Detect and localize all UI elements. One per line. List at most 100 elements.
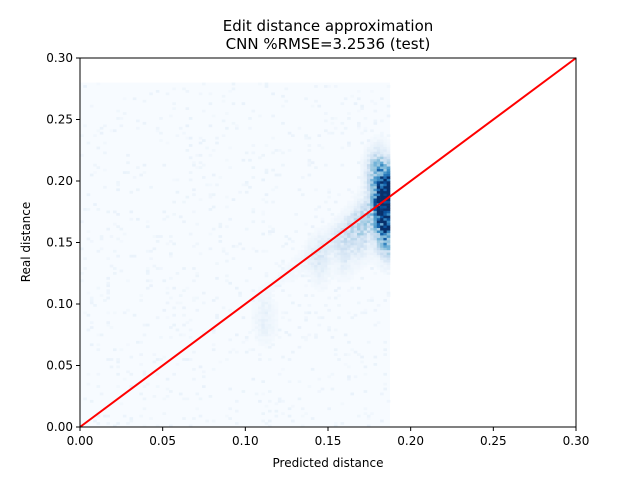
heatmap-cell: [343, 274, 348, 278]
heatmap-cell: [353, 195, 358, 199]
heatmap-cell: [287, 274, 292, 278]
heatmap-cell: [221, 249, 226, 253]
heatmap-cell: [376, 141, 381, 145]
heatmap-cell: [383, 193, 387, 197]
heatmap-cell: [310, 254, 315, 258]
heatmap-cell: [383, 240, 387, 243]
heatmap-cell: [370, 257, 374, 261]
heatmap-cell: [261, 313, 265, 317]
heatmap-cell: [337, 272, 341, 275]
heatmap-cell: [376, 267, 381, 270]
heatmap-cell: [383, 178, 387, 182]
heatmap-cell: [169, 390, 173, 393]
heatmap-cell: [310, 264, 315, 268]
heatmap-cell: [353, 215, 358, 219]
heatmap-cell: [340, 102, 345, 106]
heatmap-cell: [159, 267, 163, 270]
heatmap-cell: [287, 294, 292, 297]
heatmap-cell: [258, 156, 262, 160]
heatmap-cell: [383, 141, 387, 145]
heatmap-cell: [373, 190, 378, 194]
heatmap-cell: [112, 311, 117, 315]
heatmap-cell: [281, 399, 285, 403]
heatmap-cell: [192, 367, 196, 371]
heatmap-cell: [343, 363, 348, 366]
heatmap-cell: [264, 308, 269, 312]
heatmap-cell: [281, 244, 285, 248]
heatmap-cell: [116, 385, 120, 388]
heatmap-cell: [89, 296, 94, 300]
heatmap-cell: [353, 208, 358, 211]
heatmap-cell: [386, 156, 391, 160]
heatmap-cell: [386, 264, 391, 268]
heatmap-cell: [211, 114, 216, 118]
heatmap-cell: [373, 171, 378, 174]
heatmap-cell: [327, 328, 331, 332]
heatmap-cell: [353, 205, 358, 209]
heatmap-cell: [238, 190, 242, 194]
heatmap-cell: [248, 348, 252, 352]
heatmap-cell: [274, 333, 279, 337]
heatmap-cell: [291, 264, 295, 268]
heatmap-cell: [386, 210, 391, 214]
heatmap-cell: [267, 316, 272, 320]
heatmap-cell: [383, 262, 387, 265]
heatmap-cell: [380, 419, 384, 423]
heatmap-cell: [93, 134, 97, 138]
heatmap-cell: [366, 176, 371, 179]
heatmap-cell: [89, 326, 94, 329]
heatmap-cell: [182, 313, 186, 317]
heatmap-cell: [188, 335, 193, 339]
heatmap-cell: [386, 153, 391, 157]
heatmap-cell: [386, 269, 391, 273]
heatmap-cell: [343, 252, 348, 256]
heatmap-cell: [320, 279, 325, 283]
heatmap-cell: [373, 323, 378, 327]
heatmap-cell: [251, 220, 256, 224]
heatmap-cell: [274, 149, 279, 152]
heatmap-cell: [386, 134, 391, 138]
heatmap-cell: [373, 139, 378, 142]
heatmap-cell: [317, 390, 322, 393]
heatmap-cell: [330, 225, 335, 229]
heatmap-cell: [271, 136, 275, 140]
heatmap-cell: [267, 313, 272, 317]
heatmap-cell: [363, 168, 368, 172]
heatmap-cell: [373, 232, 378, 236]
heatmap-cell: [277, 264, 282, 268]
x-tick-label: 0.25: [480, 434, 507, 448]
heatmap-cell: [350, 274, 355, 278]
heatmap-cell: [370, 139, 374, 142]
heatmap-cell: [350, 215, 355, 219]
heatmap-cell: [238, 294, 242, 297]
heatmap-cell: [343, 240, 348, 243]
heatmap-cell: [198, 397, 203, 401]
heatmap-cell: [152, 264, 157, 268]
heatmap-cell: [373, 193, 378, 197]
heatmap-cell: [165, 286, 170, 290]
heatmap-cell: [291, 419, 295, 423]
heatmap-cell: [261, 318, 265, 322]
heatmap-cell: [185, 397, 190, 401]
heatmap-cell: [271, 284, 275, 288]
heatmap-cell: [271, 301, 275, 305]
heatmap-cell: [327, 308, 331, 312]
heatmap-cell: [304, 318, 308, 322]
heatmap-cell: [258, 289, 262, 292]
heatmap-cell: [287, 131, 292, 135]
heatmap-cell: [357, 230, 361, 233]
heatmap-cell: [380, 146, 384, 150]
heatmap-cell: [340, 220, 345, 224]
heatmap-cell: [330, 272, 335, 275]
heatmap-cell: [366, 198, 371, 201]
heatmap-cell: [145, 225, 150, 229]
heatmap-cell: [386, 146, 391, 150]
heatmap-cell: [343, 232, 348, 236]
heatmap-cell: [264, 82, 269, 86]
heatmap-cell: [218, 222, 223, 226]
heatmap-cell: [386, 171, 391, 174]
heatmap-cell: [304, 249, 308, 253]
heatmap-cell: [152, 235, 157, 238]
heatmap-cell: [119, 124, 124, 128]
heatmap-cell: [211, 173, 216, 177]
